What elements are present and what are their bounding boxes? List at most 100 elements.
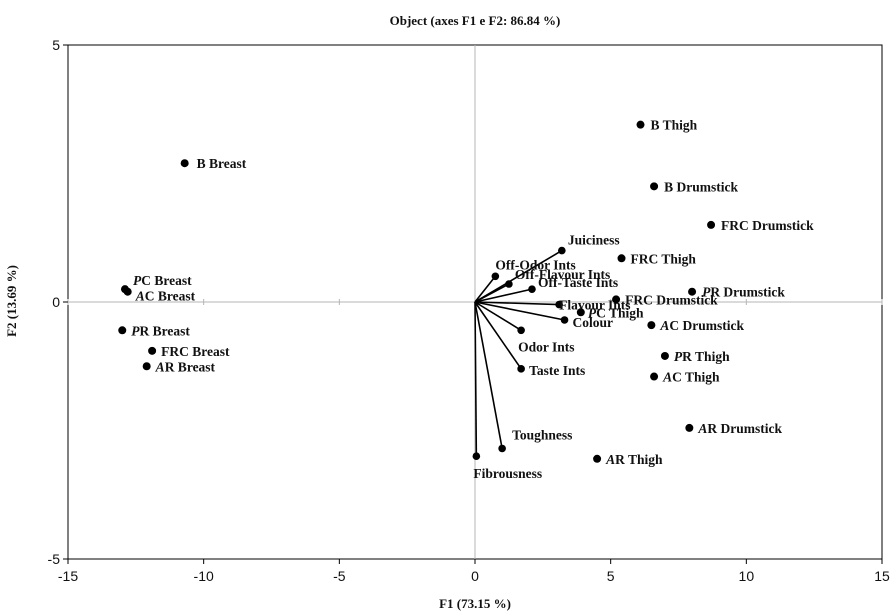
- object-label: PC Thigh: [588, 305, 644, 320]
- variable-label: Odor Ints: [518, 339, 574, 354]
- x-axis-label: F1 (73.15 %): [439, 596, 511, 611]
- object-label: PC Breast: [133, 273, 192, 288]
- object-label-text: C Thigh: [672, 370, 720, 385]
- object-label-prefix: P: [702, 285, 711, 300]
- y-tick-label: 5: [52, 37, 60, 53]
- object-point: [123, 287, 132, 296]
- object-point: [180, 159, 189, 168]
- object-label: FRC Drumstick: [625, 292, 718, 307]
- variable-vector: [474, 301, 503, 449]
- object-label: AR Drumstick: [697, 421, 782, 436]
- object-label-text: R Drumstick: [707, 421, 782, 436]
- variable-point: [517, 326, 525, 335]
- object-point: [118, 326, 127, 335]
- object-label: PR Drumstick: [702, 285, 785, 300]
- object-label-text: C Breast: [141, 273, 192, 288]
- variable-point: [560, 316, 569, 324]
- variable-vector: [474, 301, 560, 306]
- object-label-text: FRC Drumstick: [721, 218, 814, 233]
- object-label-prefix: A: [697, 421, 707, 436]
- chart-title: Object (axes F1 e F2: 86.84 %): [390, 13, 561, 28]
- object-label-text: R Thigh: [682, 349, 730, 364]
- variable-point: [555, 300, 563, 309]
- object-label-text: C Thigh: [596, 305, 644, 320]
- variable-vector: [474, 301, 522, 370]
- object-label: FRC Thigh: [631, 251, 697, 266]
- object-label: AR Breast: [155, 359, 216, 374]
- variable-point: [528, 285, 536, 293]
- object-label: AC Drumstick: [659, 318, 744, 333]
- object-label-text: B Thigh: [651, 118, 698, 133]
- object-label-prefix: A: [135, 289, 145, 304]
- x-tick-label: 10: [739, 568, 755, 584]
- variable-point: [491, 272, 500, 281]
- object-label: PR Thigh: [674, 349, 730, 364]
- variable-vector: [474, 301, 565, 321]
- variable-label: Toughness: [512, 427, 572, 442]
- object-point: [650, 182, 659, 191]
- object-label: PR Breast: [131, 323, 190, 338]
- object-point: [660, 351, 669, 360]
- y-tick-label: 0: [52, 294, 60, 310]
- object-label-prefix: P: [674, 349, 683, 364]
- variable-point: [517, 365, 525, 373]
- variable-vector: [474, 288, 533, 303]
- x-tick-label: -15: [58, 568, 78, 584]
- y-axis-label: F2 (13.69 %): [4, 265, 19, 337]
- object-label-text: R Drumstick: [710, 285, 785, 300]
- object-point: [647, 321, 656, 330]
- object-point: [636, 120, 645, 129]
- variable-point: [558, 246, 566, 255]
- variable-vector: [474, 301, 522, 331]
- object-label: B Drumstick: [664, 179, 738, 194]
- object-point: [576, 308, 585, 317]
- variable-label: Off-Taste Ints: [538, 275, 618, 290]
- object-point: [688, 287, 697, 296]
- object-point: [617, 254, 626, 263]
- x-tick-label: 0: [471, 568, 479, 584]
- variable-vector: [474, 275, 496, 303]
- object-label-prefix: P: [588, 305, 597, 320]
- variable-point: [498, 444, 506, 453]
- object-point: [148, 346, 157, 355]
- object-point: [685, 423, 694, 432]
- variable-point: [472, 452, 481, 461]
- object-label-text: FRC Drumstick: [625, 292, 718, 307]
- x-tick-label: 5: [607, 568, 615, 584]
- object-label-text: R Breast: [165, 359, 216, 374]
- object-point: [612, 295, 621, 304]
- object-label: AC Breast: [135, 289, 196, 304]
- object-label: AR Thigh: [605, 452, 663, 467]
- object-label: B Thigh: [651, 118, 698, 133]
- variable-label: Off-Flavour Ints: [515, 267, 610, 282]
- object-point: [650, 372, 659, 381]
- object-point: [707, 220, 716, 229]
- object-label-text: C Drumstick: [669, 318, 744, 333]
- object-label-prefix: A: [662, 370, 672, 385]
- object-label-prefix: A: [659, 318, 669, 333]
- variable-vector: [474, 301, 478, 457]
- variable-label: Juiciness: [568, 233, 620, 248]
- variable-label: Taste Ints: [529, 363, 585, 378]
- object-label: B Breast: [197, 156, 247, 171]
- object-label-text: B Breast: [197, 156, 247, 171]
- variable-vector: [474, 283, 510, 303]
- object-point: [142, 362, 151, 371]
- variable-point: [505, 280, 513, 288]
- object-label-prefix: A: [155, 359, 165, 374]
- object-point: [593, 454, 602, 463]
- variable-label: Off-Odor Ints: [495, 257, 575, 272]
- y-tick-label: -5: [48, 551, 61, 567]
- axis-ticks: -15 -10 -5 0 5 10 15 -5 0 5: [48, 37, 890, 584]
- object-label-text: FRC Breast: [161, 344, 230, 359]
- x-tick-label: 15: [874, 568, 890, 584]
- variable-label: Fibrousness: [473, 466, 542, 481]
- object-label-prefix: P: [131, 323, 140, 338]
- object-label-text: B Drumstick: [664, 179, 738, 194]
- x-tick-label: -5: [333, 568, 346, 584]
- object-label: AC Thigh: [662, 370, 720, 385]
- variable-label: Colour: [573, 315, 614, 330]
